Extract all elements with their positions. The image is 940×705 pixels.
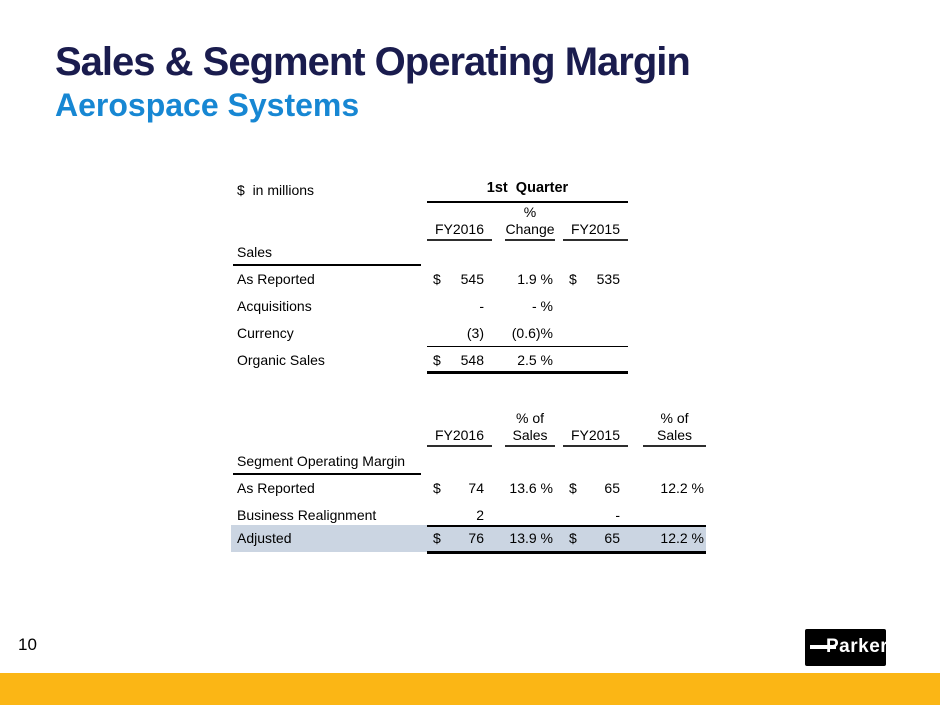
cell-fy2015: $65 [569, 530, 620, 546]
cell-fy2015 [563, 298, 628, 315]
row-label: Adjusted [237, 530, 292, 546]
cell-fy2016: $548 [433, 352, 484, 368]
table-row: Organic Sales $548 2.5 % [235, 352, 628, 369]
cell-fy2016: $74 [433, 480, 484, 496]
row-label: Organic Sales [237, 352, 325, 368]
sales-header-top: % [427, 204, 555, 221]
cell-change: (0.6)% [511, 325, 553, 341]
adjusted-bottom-rule [427, 551, 706, 554]
footer-accent-bar [0, 673, 940, 705]
cell-fy2016: (3) [466, 325, 484, 341]
section-label-margin: Segment Operating Margin [237, 453, 406, 469]
section-label-sales: Sales [237, 244, 273, 260]
col-change: Change [505, 221, 555, 241]
currency-symbol: $ [433, 352, 441, 368]
col-pctsales-top-2: % of [660, 410, 689, 426]
cell-fy2016: 2 [476, 507, 484, 523]
period-underline [427, 201, 628, 203]
margin-table: % of % of FY2016 Sales FY2015 Sales Segm… [231, 405, 706, 560]
cell-fy2015: $65 [569, 480, 620, 496]
currency-symbol: $ [433, 480, 441, 496]
cell-fy2015-pct: 12.2 % [660, 480, 704, 496]
cell-fy2015-pct: 12.2 % [660, 530, 704, 546]
currency-symbol: $ [569, 271, 577, 287]
table-row: As Reported $74 13.6 % $65 12.2 % [235, 480, 706, 497]
currency-symbol: $ [569, 480, 577, 496]
sales-table: $ in millions 1st Quarter % FY2016 Chang… [233, 180, 628, 380]
adjusted-row-highlight [231, 525, 706, 552]
cell-fy2015-pct [643, 507, 706, 524]
margin-header-top: % of % of [427, 410, 706, 427]
period-header: 1st Quarter [486, 180, 569, 196]
table-row: Acquisitions - - % [235, 298, 628, 315]
cell-fy2015: - [615, 507, 620, 523]
parker-logo-dash-icon [810, 645, 836, 649]
units-label: $ in millions [237, 182, 315, 198]
slide-subtitle: Aerospace Systems [55, 87, 360, 123]
table-row: Adjusted $76 13.9 % $65 12.2 % [235, 530, 706, 547]
cell-change: 2.5 % [517, 352, 553, 368]
currency-symbol: $ [433, 271, 441, 287]
subtotal-rule [427, 346, 628, 348]
cell-fy2015 [563, 325, 628, 342]
currency-symbol: $ [433, 530, 441, 546]
col-change-top: % [523, 204, 537, 220]
currency-symbol: $ [569, 530, 577, 546]
page-number: 10 [18, 635, 37, 654]
margin-header-row: FY2016 Sales FY2015 Sales [427, 427, 706, 447]
col-fy2016: FY2016 [427, 221, 492, 241]
col-pctsales-top-1: % of [515, 410, 544, 426]
cell-fy2016-pct [505, 507, 555, 524]
row-label: As Reported [237, 271, 315, 287]
table-row: Business Realignment 2 - [235, 507, 706, 524]
row-label: As Reported [237, 480, 315, 496]
cell-fy2016: $76 [433, 530, 484, 546]
cell-fy2016: - [479, 298, 484, 314]
col-fy2015: FY2015 [563, 221, 628, 241]
adjusted-top-rule [427, 525, 706, 527]
cell-fy2015 [563, 352, 628, 369]
cell-change: - % [532, 298, 553, 314]
table-row: As Reported $545 1.9 % $535 [235, 271, 628, 288]
parker-logo: Parker [805, 629, 889, 666]
margin-section-underline [233, 473, 421, 475]
cell-fy2016-pct: 13.6 % [509, 480, 553, 496]
cell-fy2016-pct: 13.9 % [509, 530, 553, 546]
sales-section-underline [233, 264, 421, 266]
row-label: Currency [237, 325, 294, 341]
row-label: Acquisitions [237, 298, 312, 314]
parker-logo-text: Parker [826, 636, 889, 657]
cell-change: 1.9 % [517, 271, 553, 287]
col-fy2015: FY2015 [563, 427, 628, 447]
col-pctsales-1: Sales [505, 427, 555, 447]
sales-header-row: FY2016 Change FY2015 [427, 221, 628, 241]
col-pctsales-2: Sales [643, 427, 706, 447]
cell-fy2016: $545 [433, 271, 484, 287]
cell-fy2015: $535 [569, 271, 620, 287]
total-rule [427, 371, 628, 374]
row-label: Business Realignment [237, 507, 377, 523]
table-row: Currency (3) (0.6)% [235, 325, 628, 342]
slide-title: Sales & Segment Operating Margin [55, 40, 691, 84]
col-fy2016: FY2016 [427, 427, 492, 447]
